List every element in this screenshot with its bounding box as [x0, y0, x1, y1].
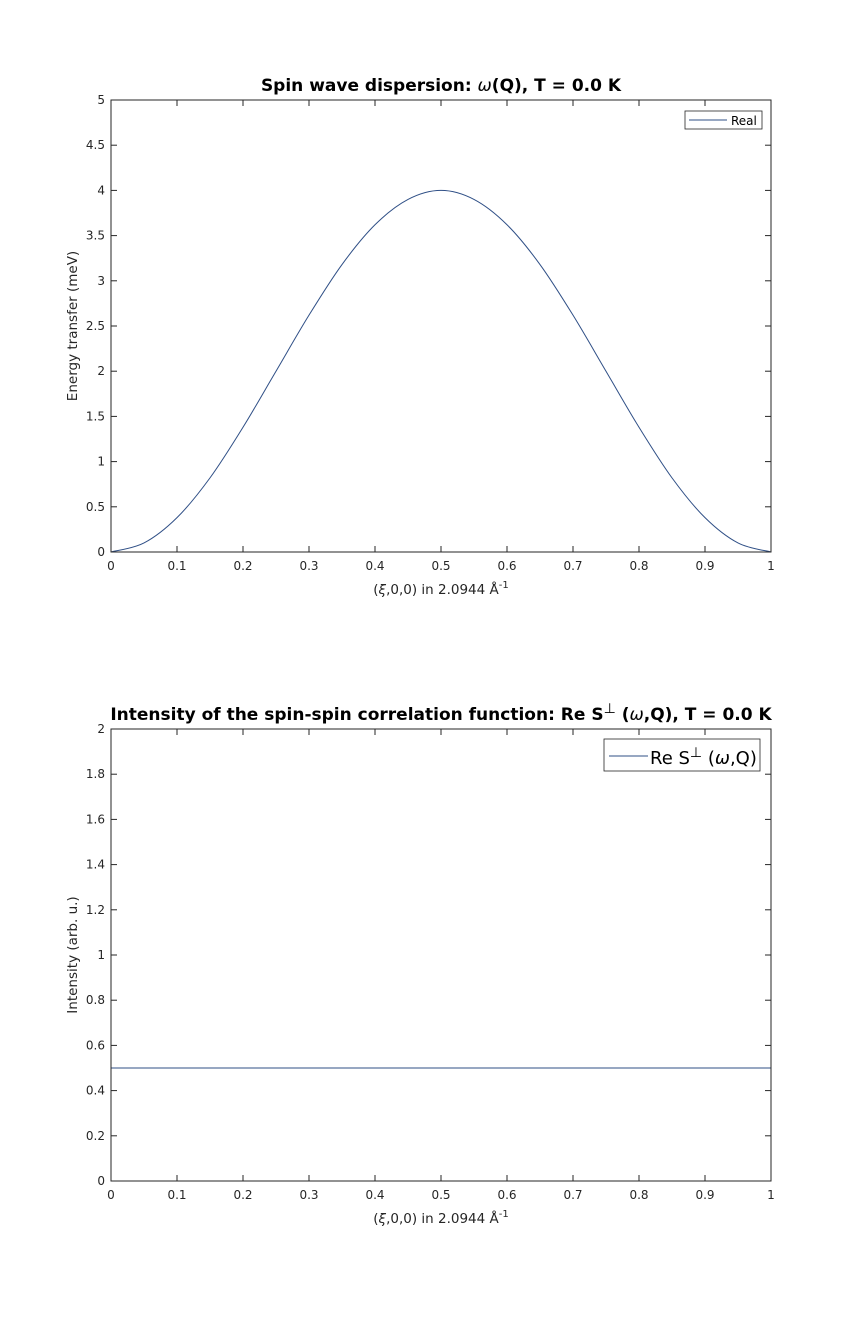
intensity-y-tick-label: 0.8	[86, 993, 105, 1007]
intensity-x-tick-label: 0.8	[629, 1188, 648, 1202]
dispersion-chart-title: Spin wave dispersion: ω(Q), T = 0.0 K	[261, 76, 622, 96]
dispersion-y-axis-label: Energy transfer (meV)	[65, 251, 81, 401]
dispersion-y-tick-label: 0	[97, 545, 105, 559]
intensity-legend: Re S⊥ (ω,Q)	[603, 738, 761, 772]
intensity-y-tick-labels: 0 0.2 0.4 0.6 0.8 1 1.2 1.4 1.6 1.8 2	[86, 722, 105, 1188]
intensity-chart: Intensity of the spin-spin correlation f…	[65, 701, 775, 1227]
dispersion-y-tick-label: 2	[97, 364, 105, 378]
dispersion-y-tick-label: 4.5	[86, 138, 105, 152]
intensity-y-axis-label: Intensity (arb. u.)	[65, 896, 81, 1013]
intensity-x-tick-label: 0.2	[233, 1188, 252, 1202]
intensity-x-tick-labels: 0 0.1 0.2 0.3 0.4 0.5 0.6 0.7 0.8 0.9 1	[107, 1188, 775, 1202]
intensity-x-tick-label: 1	[767, 1188, 775, 1202]
intensity-x-tick-label: 0	[107, 1188, 115, 1202]
dispersion-x-tick-label: 0	[107, 559, 115, 573]
dispersion-x-tick-label: 0.4	[365, 559, 384, 573]
intensity-y-tick-label: 1	[97, 948, 105, 962]
intensity-x-tick-label: 0.4	[365, 1188, 384, 1202]
intensity-y-tick-label: 0.6	[86, 1038, 105, 1052]
dispersion-x-tick-label: 1	[767, 559, 775, 573]
intensity-axes-box	[110, 728, 772, 1182]
dispersion-y-tick-label: 2.5	[86, 319, 105, 333]
dispersion-x-tick-label: 0.8	[629, 559, 648, 573]
dispersion-ticks	[110, 99, 772, 553]
intensity-x-tick-label: 0.6	[497, 1188, 516, 1202]
intensity-y-tick-label: 1.4	[86, 858, 105, 872]
dispersion-x-tick-label: 0.1	[167, 559, 186, 573]
intensity-y-tick-label: 1.2	[86, 903, 105, 917]
intensity-ticks	[110, 728, 772, 1182]
dispersion-y-tick-label: 5	[97, 93, 105, 107]
dispersion-series-line-real	[110, 189, 772, 553]
intensity-y-tick-label: 0	[97, 1174, 105, 1188]
dispersion-x-tick-label: 0.7	[563, 559, 582, 573]
dispersion-y-tick-labels: 0 0.5 1 1.5 2 2.5 3 3.5 4 4.5 5	[86, 93, 105, 559]
intensity-x-tick-label: 0.1	[167, 1188, 186, 1202]
intensity-x-tick-label: 0.3	[299, 1188, 318, 1202]
intensity-y-tick-label: 1.8	[86, 767, 105, 781]
dispersion-legend-label: Real	[731, 114, 757, 128]
intensity-chart-title: Intensity of the spin-spin correlation f…	[110, 701, 772, 725]
intensity-y-tick-label: 0.2	[86, 1129, 105, 1143]
dispersion-y-tick-label: 3	[97, 274, 105, 288]
dispersion-y-tick-label: 1.5	[86, 409, 105, 423]
dispersion-legend: Real	[684, 110, 763, 130]
intensity-x-axis-label: (ξ,0,0) in 2.0944 Å-1	[373, 1209, 508, 1227]
dispersion-x-tick-label: 0.3	[299, 559, 318, 573]
dispersion-x-tick-label: 0.5	[431, 559, 450, 573]
dispersion-y-tick-label: 4	[97, 183, 105, 197]
intensity-x-tick-label: 0.9	[695, 1188, 714, 1202]
dispersion-x-tick-label: 0.2	[233, 559, 252, 573]
intensity-legend-box	[603, 738, 761, 772]
intensity-y-tick-label: 2	[97, 722, 105, 736]
intensity-legend-label: Re S⊥ (ω,Q)	[650, 745, 757, 769]
intensity-x-tick-label: 0.7	[563, 1188, 582, 1202]
intensity-x-tick-label: 0.5	[431, 1188, 450, 1202]
intensity-y-tick-label: 1.6	[86, 812, 105, 826]
dispersion-x-tick-labels: 0 0.1 0.2 0.3 0.4 0.5 0.6 0.7 0.8 0.9 1	[107, 559, 775, 573]
dispersion-axes-box	[110, 99, 772, 553]
dispersion-y-tick-label: 0.5	[86, 500, 105, 514]
intensity-y-tick-label: 0.4	[86, 1084, 105, 1098]
dispersion-x-tick-label: 0.6	[497, 559, 516, 573]
dispersion-x-axis-label: (ξ,0,0) in 2.0944 Å-1	[373, 580, 508, 598]
dispersion-y-tick-label: 1	[97, 455, 105, 469]
dispersion-x-tick-label: 0.9	[695, 559, 714, 573]
dispersion-y-tick-label: 3.5	[86, 229, 105, 243]
